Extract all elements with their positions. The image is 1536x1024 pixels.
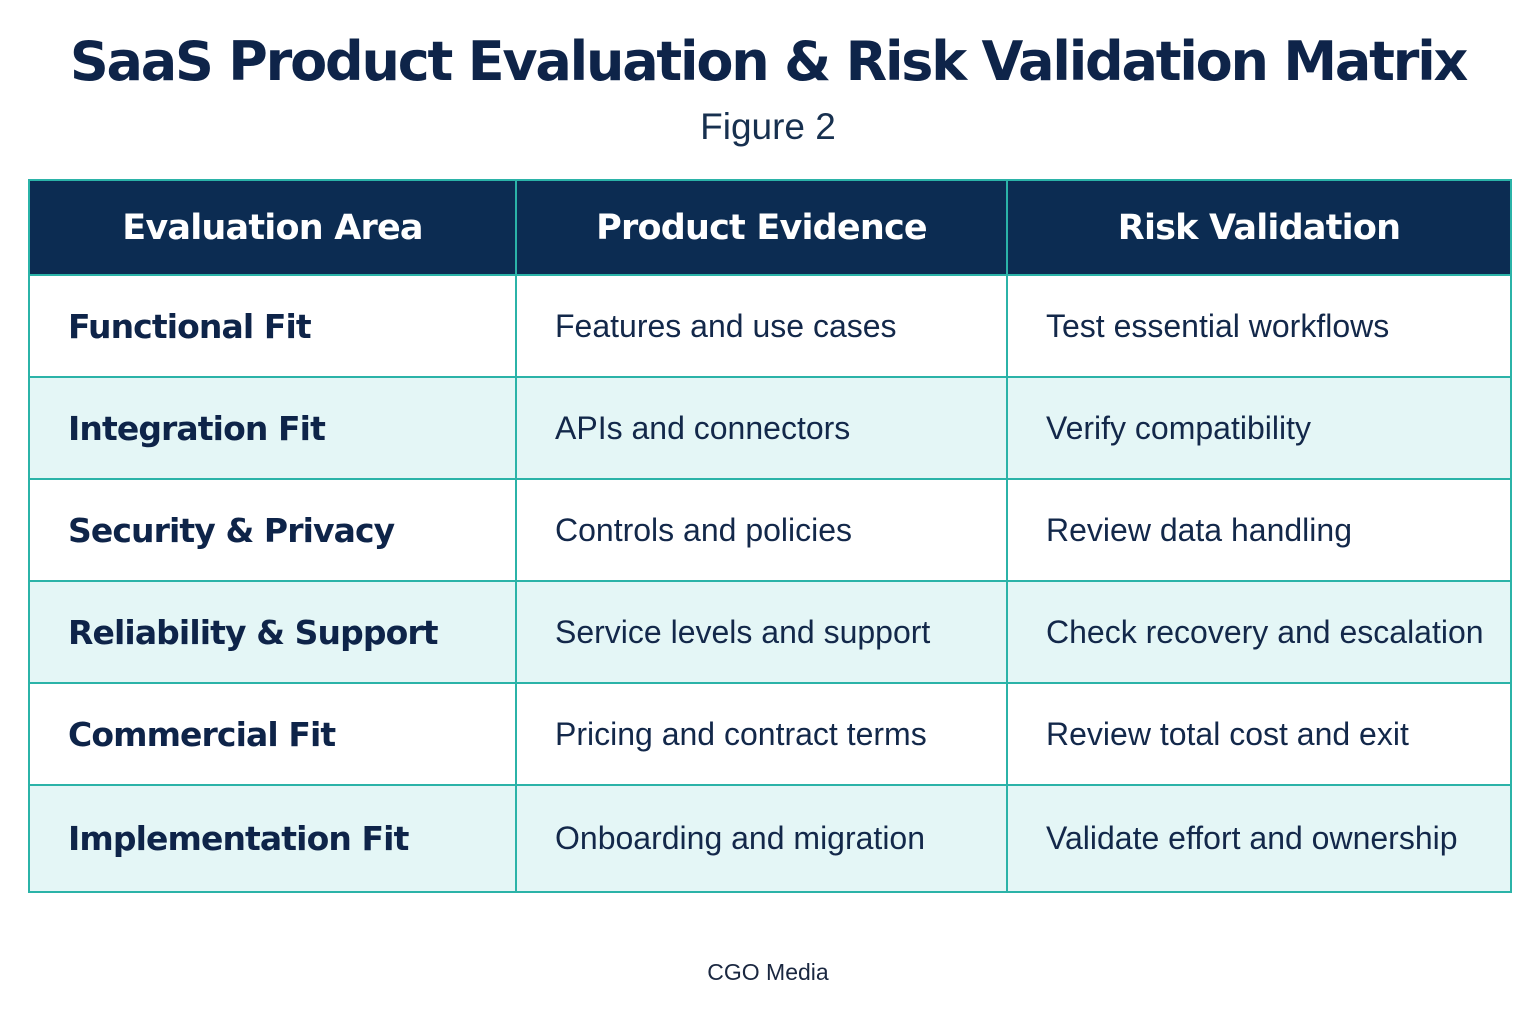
evaluation-area-cell: Implementation Fit	[28, 784, 517, 893]
evaluation-matrix-table: Evaluation Area Product Evidence Risk Va…	[28, 179, 1512, 893]
table-body: Functional Fit Features and use cases Te…	[28, 274, 1512, 893]
evaluation-area-cell: Reliability & Support	[28, 580, 517, 684]
product-evidence-cell: Pricing and contract terms	[515, 682, 1008, 786]
table-row: Integration Fit APIs and connectors Veri…	[28, 376, 1512, 480]
product-evidence-cell: Service levels and support	[515, 580, 1008, 684]
risk-validation-cell: Review data handling	[1006, 478, 1512, 582]
table-row: Security & Privacy Controls and policies…	[28, 478, 1512, 582]
column-header-risk-validation: Risk Validation	[1006, 179, 1512, 276]
figure-label: Figure 2	[700, 106, 836, 147]
column-header-product-evidence: Product Evidence	[515, 179, 1008, 276]
column-header-evaluation-area: Evaluation Area	[28, 179, 517, 276]
table-row: Reliability & Support Service levels and…	[28, 580, 1512, 684]
product-evidence-cell: Onboarding and migration	[515, 784, 1008, 893]
product-evidence-cell: Controls and policies	[515, 478, 1008, 582]
table-row: Functional Fit Features and use cases Te…	[28, 274, 1512, 378]
table-row: Commercial Fit Pricing and contract term…	[28, 682, 1512, 786]
evaluation-area-cell: Security & Privacy	[28, 478, 517, 582]
risk-validation-cell: Check recovery and escalation	[1006, 580, 1512, 684]
evaluation-area-cell: Functional Fit	[28, 274, 517, 378]
risk-validation-cell: Validate effort and ownership	[1006, 784, 1512, 893]
product-evidence-cell: Features and use cases	[515, 274, 1008, 378]
evaluation-area-cell: Commercial Fit	[28, 682, 517, 786]
risk-validation-cell: Verify compatibility	[1006, 376, 1512, 480]
product-evidence-cell: APIs and connectors	[515, 376, 1008, 480]
table-header: Evaluation Area Product Evidence Risk Va…	[28, 179, 1512, 276]
risk-validation-cell: Review total cost and exit	[1006, 682, 1512, 786]
source-credit: CGO Media	[707, 959, 829, 985]
table-row: Implementation Fit Onboarding and migrat…	[28, 784, 1512, 893]
risk-validation-cell: Test essential workflows	[1006, 274, 1512, 378]
header-row: Evaluation Area Product Evidence Risk Va…	[28, 179, 1512, 276]
page-title: SaaS Product Evaluation & Risk Validatio…	[69, 30, 1469, 93]
evaluation-area-cell: Integration Fit	[28, 376, 517, 480]
